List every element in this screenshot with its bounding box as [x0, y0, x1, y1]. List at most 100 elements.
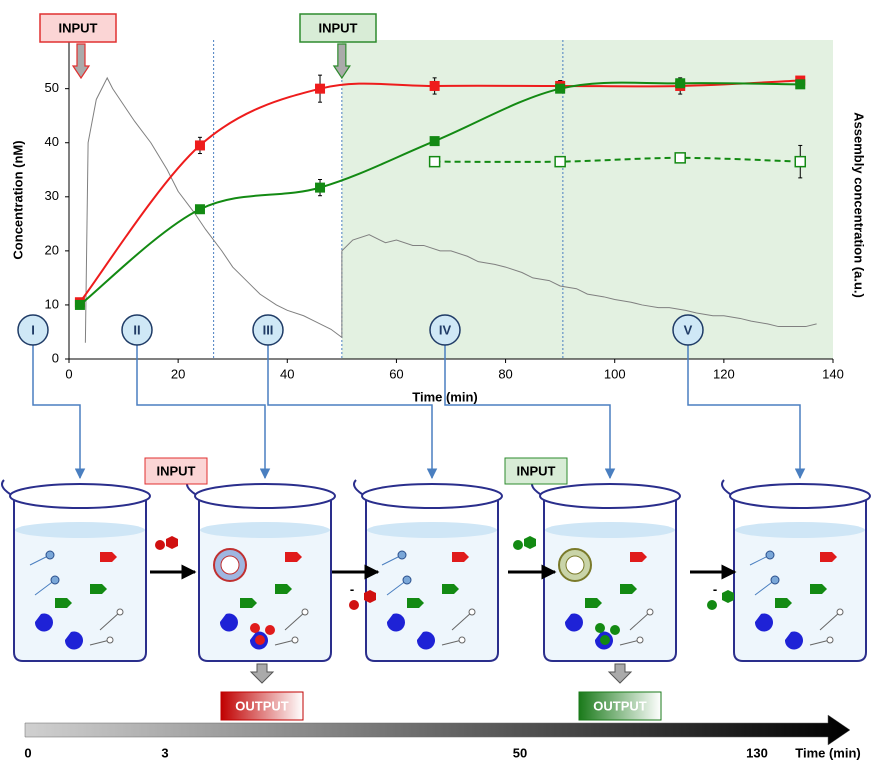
- beaker-rim: [195, 484, 335, 508]
- input-label: INPUT: [319, 20, 358, 35]
- input-molecule: [155, 540, 165, 550]
- x-tick-label: 40: [280, 366, 294, 381]
- output-arrow: [251, 664, 273, 683]
- timeline-bar: [25, 715, 850, 745]
- timeline-tick-label: 3: [161, 745, 168, 760]
- y-tick-label: 10: [45, 296, 59, 311]
- x-tick-label: 140: [822, 366, 844, 381]
- input-molecule: [166, 536, 178, 549]
- probe-head: [647, 609, 653, 615]
- figure: 02040608010012014001020304050Time (min)C…: [0, 0, 873, 764]
- data-point: [195, 204, 205, 214]
- input-arrow: [73, 44, 89, 78]
- x-tick-label: 100: [604, 366, 626, 381]
- output-label: OUTPUT: [593, 698, 647, 713]
- product: [595, 623, 605, 633]
- y2-axis-label: Assembly concentration (a.u.): [852, 112, 867, 298]
- input-label: INPUT: [59, 20, 98, 35]
- output-arrow: [609, 664, 631, 683]
- beaker: [2, 480, 150, 661]
- product: [265, 625, 275, 635]
- product: [610, 625, 620, 635]
- probe-head: [398, 551, 406, 559]
- probe-head: [403, 576, 411, 584]
- data-point: [315, 84, 325, 94]
- beaker-spout: [354, 480, 362, 494]
- water-surface: [200, 522, 330, 538]
- data-point: [195, 140, 205, 150]
- x-tick-label: 120: [713, 366, 735, 381]
- minus-sign: -: [350, 581, 354, 596]
- input-label: INPUT: [157, 463, 196, 478]
- shaded-region: [342, 40, 833, 359]
- beaker: [722, 480, 870, 661]
- removed-molecule: [722, 590, 734, 603]
- beaker-rim: [730, 484, 870, 508]
- data-point: [315, 183, 325, 193]
- input-label: INPUT: [517, 463, 556, 478]
- vesicle-core: [221, 556, 239, 574]
- beaker-spout: [2, 480, 10, 494]
- data-point: [430, 136, 440, 146]
- product: [600, 635, 610, 645]
- stage-label: IV: [439, 322, 452, 337]
- probe-head: [766, 551, 774, 559]
- data-point: [430, 81, 440, 91]
- timeline-tick-label: 0: [24, 745, 31, 760]
- water-surface: [735, 522, 865, 538]
- y-axis-label: Concentration (nM): [10, 140, 25, 259]
- stage-label: II: [133, 322, 140, 337]
- y-tick-label: 50: [45, 80, 59, 95]
- vesicle-core: [566, 556, 584, 574]
- probe-head: [837, 609, 843, 615]
- timeline-tick-label: 130: [746, 745, 768, 760]
- y-tick-label: 20: [45, 242, 59, 257]
- diagram: IIIIIIIVV--INPUTINPUTOUTPUTOUTPUT0350130…: [2, 315, 870, 760]
- y-tick-label: 40: [45, 134, 59, 149]
- beaker-spout: [722, 480, 730, 494]
- x-tick-label: 60: [389, 366, 403, 381]
- minus-sign: -: [713, 581, 717, 596]
- stage-label: V: [684, 322, 693, 337]
- y-tick-label: 30: [45, 188, 59, 203]
- x-tick-label: 80: [498, 366, 512, 381]
- stage-label: III: [263, 322, 274, 337]
- water-surface: [15, 522, 145, 538]
- beaker-rim: [540, 484, 680, 508]
- beaker-rim: [362, 484, 502, 508]
- probe-head: [637, 637, 643, 643]
- probe-head: [292, 637, 298, 643]
- data-point: [675, 78, 685, 88]
- data-point: [430, 157, 440, 167]
- beaker: [187, 480, 335, 661]
- timeline-tick-label: 50: [513, 745, 527, 760]
- probe-head: [51, 576, 59, 584]
- probe-head: [771, 576, 779, 584]
- probe-head: [46, 551, 54, 559]
- data-point: [75, 300, 85, 310]
- stage-label: I: [31, 322, 35, 337]
- probe-head: [117, 609, 123, 615]
- timeline-label: Time (min): [795, 745, 861, 760]
- probe-head: [107, 637, 113, 643]
- input-molecule: [524, 536, 536, 549]
- probe-head: [302, 609, 308, 615]
- data-point: [555, 157, 565, 167]
- x-tick-label: 20: [171, 366, 185, 381]
- probe-head: [827, 637, 833, 643]
- plot: 02040608010012014001020304050Time (min)C…: [10, 14, 866, 404]
- data-point: [795, 157, 805, 167]
- probe-head: [469, 609, 475, 615]
- product: [255, 635, 265, 645]
- output-label: OUTPUT: [235, 698, 289, 713]
- data-point: [675, 153, 685, 163]
- input-molecule: [513, 540, 523, 550]
- water-surface: [367, 522, 497, 538]
- product: [250, 623, 260, 633]
- y-tick-label: 0: [52, 350, 59, 365]
- data-point: [795, 79, 805, 89]
- probe-head: [459, 637, 465, 643]
- beaker-rim: [10, 484, 150, 508]
- water-surface: [545, 522, 675, 538]
- x-tick-label: 0: [65, 366, 72, 381]
